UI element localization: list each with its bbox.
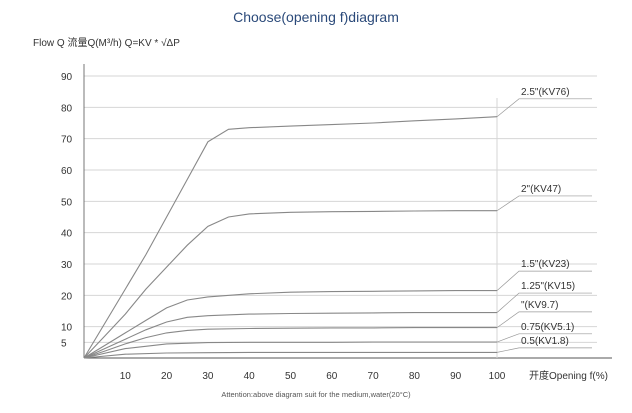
series-line	[83, 290, 497, 359]
series-line	[83, 312, 497, 359]
series-line	[83, 210, 497, 359]
callout-leader	[496, 311, 592, 328]
callout-leader	[496, 292, 592, 313]
callout-leader	[496, 195, 592, 212]
callout-leader	[496, 347, 592, 353]
y-tick-label: 20	[61, 291, 73, 302]
y-tick-label: 10	[61, 323, 73, 334]
y-tick-label: 5	[61, 338, 67, 349]
y-tick-label: 60	[61, 166, 73, 177]
footnote: Attention:above diagram suit for the med…	[221, 390, 411, 399]
series-line	[83, 351, 497, 359]
callout-leader	[496, 98, 592, 118]
x-tick-label: 30	[202, 371, 214, 382]
x-axis-label: 开度Opening f(%)	[529, 369, 608, 382]
series-label: 0.75(KV5.1)	[521, 322, 574, 333]
callout-leader	[496, 333, 592, 343]
x-tick-label: 90	[450, 371, 462, 382]
series-line	[83, 341, 497, 359]
x-tick-label: 50	[285, 371, 297, 382]
series-label: "(KV9.7)	[521, 300, 558, 311]
callout-leader	[496, 270, 592, 291]
x-tick-label: 40	[244, 371, 256, 382]
y-tick-label: 80	[61, 103, 73, 114]
series-line	[83, 116, 498, 359]
series-label: 0.5(KV1.8)	[521, 336, 569, 347]
series-label: 1.25"(KV15)	[521, 281, 575, 292]
y-tick-label: 50	[61, 197, 73, 208]
series-label: 2"(KV47)	[521, 184, 561, 195]
x-tick-label: 20	[161, 371, 173, 382]
chart-title: Choose(opening f)diagram	[233, 9, 399, 25]
y-tick-label: 90	[61, 72, 73, 83]
x-tick-label: 100	[489, 371, 506, 382]
y-axis-label: Flow Q 流量Q(M³/h) Q=KV * √ΔP	[33, 38, 180, 49]
y-tick-label: 70	[61, 135, 73, 146]
y-tick-label: 40	[61, 229, 73, 240]
x-tick-label: 10	[120, 371, 132, 382]
x-tick-label: 70	[368, 371, 380, 382]
x-tick-label: 60	[326, 371, 338, 382]
y-tick-label: 30	[61, 260, 73, 271]
series-line	[83, 327, 497, 359]
series-label: 1.5"(KV23)	[521, 259, 570, 270]
x-tick-label: 80	[409, 371, 421, 382]
series-label: 2.5"(KV76)	[521, 87, 570, 98]
